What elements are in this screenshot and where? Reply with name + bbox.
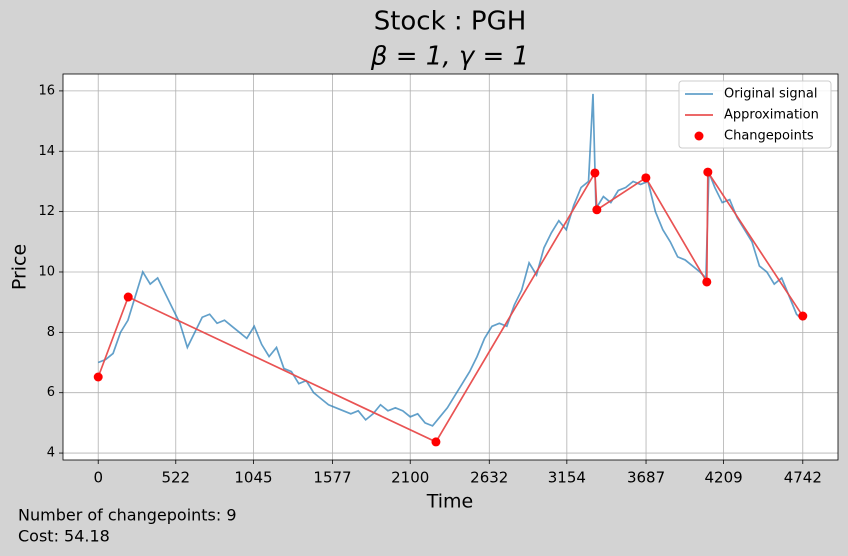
x-tick-label: 2100	[391, 469, 429, 487]
x-axis-label: Time	[426, 491, 474, 513]
changepoint	[592, 205, 602, 215]
x-tick-label: 3154	[548, 469, 586, 487]
x-tick-label: 1045	[234, 469, 272, 487]
x-tick-label: 2632	[470, 469, 508, 487]
series-line	[97, 93, 804, 427]
legend-box	[678, 80, 832, 149]
y-tick-label: 4	[47, 446, 55, 461]
y-tick-label: 10	[38, 264, 55, 279]
annotation: Number of changepoints: 9	[18, 506, 237, 525]
chart-subtitle: β = 1, γ = 1	[370, 42, 529, 72]
y-tick-label: 14	[38, 144, 55, 159]
legend-label: Approximation	[724, 108, 819, 123]
changepoint	[641, 173, 651, 183]
x-tick-label: 0	[93, 469, 103, 487]
changepoint	[798, 311, 808, 321]
x-tick-label: 522	[161, 469, 190, 487]
changepoint	[93, 372, 103, 382]
plot-frame	[62, 73, 839, 461]
x-tick-label: 1577	[313, 469, 351, 487]
annotation: Cost: 54.18	[18, 527, 110, 546]
x-tick-label: 4209	[704, 469, 742, 487]
y-tick-label: 16	[38, 83, 55, 98]
legend-marker	[694, 131, 704, 141]
x-tick-label: 3687	[627, 469, 665, 487]
changepoint	[703, 167, 713, 177]
legend-label: Original signal	[724, 87, 817, 102]
chart-title: Stock : PGH	[374, 7, 527, 37]
x-tick-label: 4742	[784, 469, 822, 487]
y-tick-label: 6	[47, 385, 55, 400]
changepoint	[431, 437, 441, 447]
y-tick-label: 12	[38, 204, 55, 219]
changepoint	[590, 168, 600, 178]
changepoint	[123, 292, 133, 302]
y-axis-label: Price	[9, 244, 31, 290]
legend-label: Changepoints	[724, 129, 814, 144]
changepoint	[702, 277, 712, 287]
y-tick-label: 8	[47, 325, 55, 340]
